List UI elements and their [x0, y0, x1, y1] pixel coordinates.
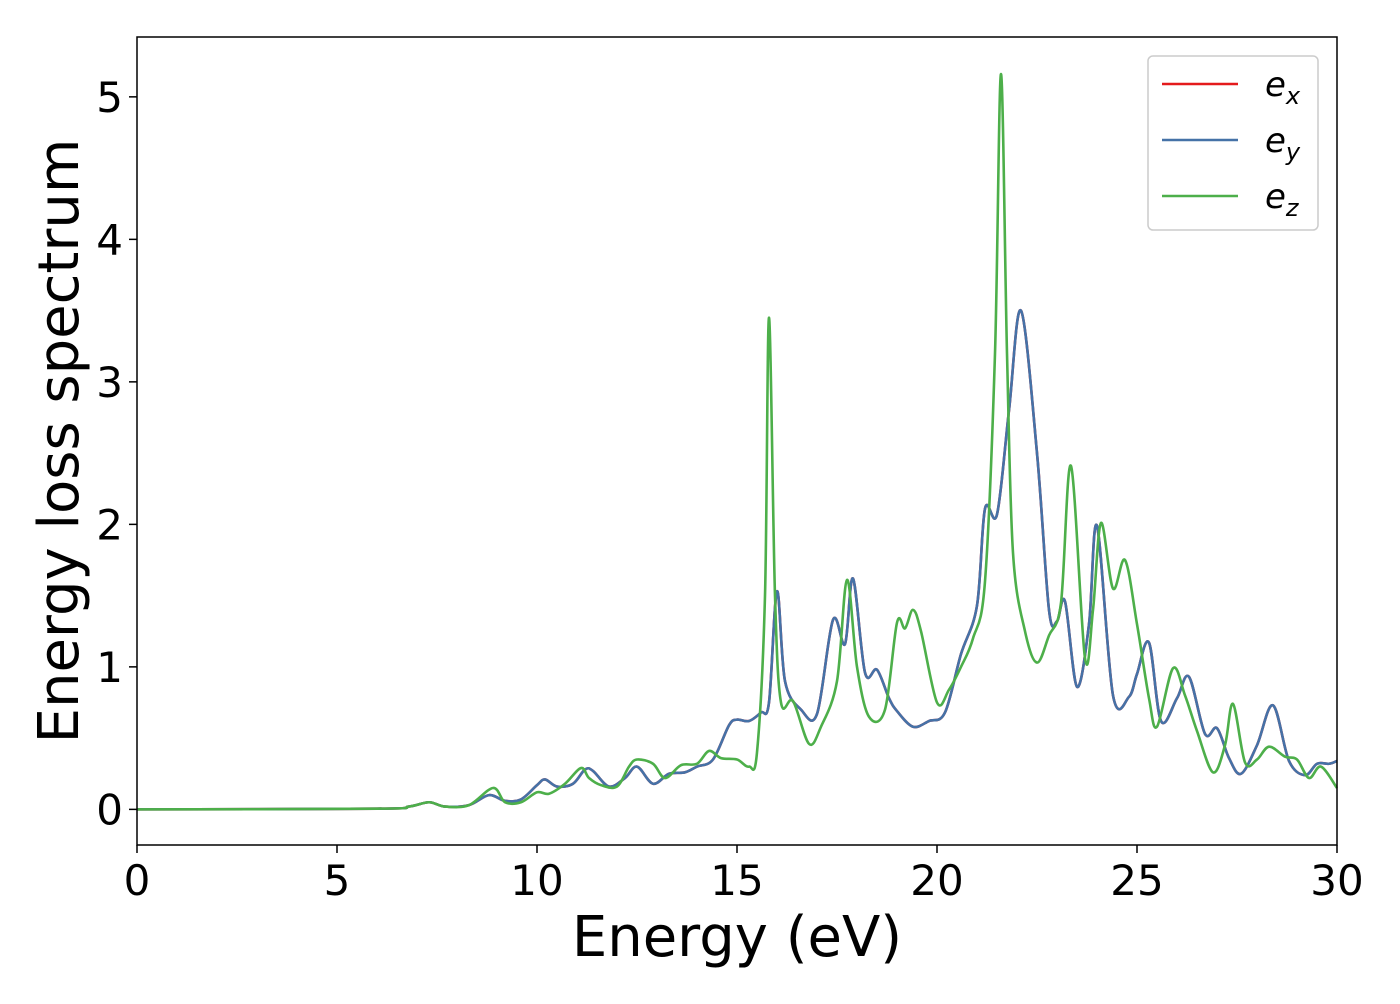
legend-subscript: z: [1285, 194, 1300, 222]
y-tick-label: 1: [96, 643, 123, 692]
legend-subscript: y: [1285, 138, 1301, 166]
y-axis-label: Energy loss spectrum: [27, 139, 92, 744]
legend-subscript: x: [1285, 82, 1301, 110]
x-tick-label: 5: [324, 856, 351, 905]
x-tick-label: 15: [710, 856, 763, 905]
series-line-ey: [136, 309, 1338, 811]
x-tick-label: 25: [1110, 856, 1163, 905]
y-tick-label: 3: [96, 358, 123, 407]
y-tick-label: 4: [96, 215, 123, 264]
series-line-ex: [136, 309, 1338, 811]
x-tick-label: 30: [1310, 856, 1363, 905]
x-tick-label: 20: [910, 856, 963, 905]
plot-lines: [136, 72, 1339, 811]
x-axis-ticks: 0 5 10 15 20 25 30: [124, 845, 1364, 905]
x-tick-label: 10: [510, 856, 563, 905]
y-tick-label: 5: [96, 73, 123, 122]
y-tick-label: 0: [96, 785, 123, 834]
y-tick-label: 2: [96, 500, 123, 549]
series-line-ez: [136, 72, 1339, 811]
x-tick-label: 0: [124, 856, 151, 905]
x-axis-label: Energy (eV): [572, 905, 902, 970]
y-axis-ticks: 0 1 2 3 4 5: [96, 73, 137, 834]
legend-box: [1147, 55, 1319, 231]
